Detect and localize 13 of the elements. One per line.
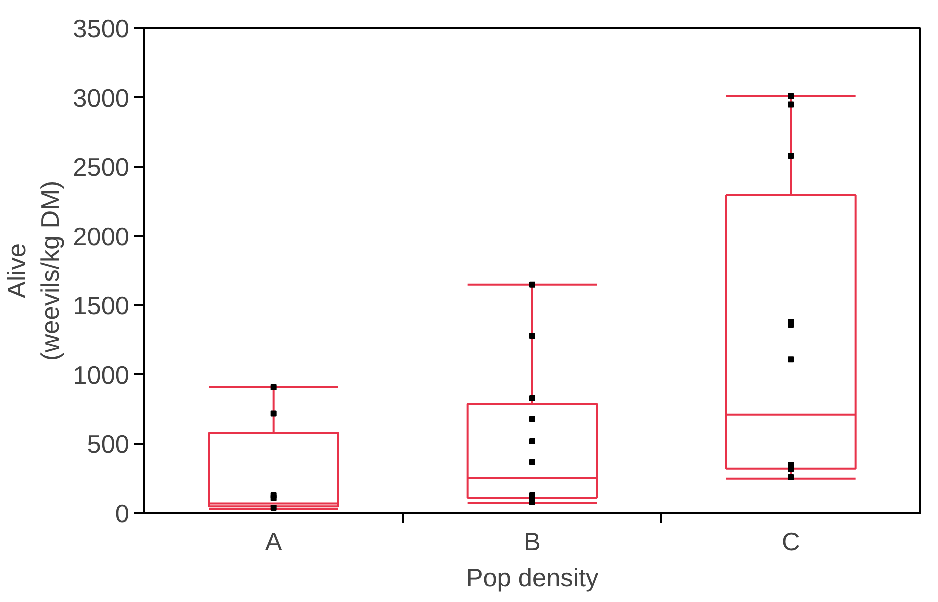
x-axis-title: Pop density	[466, 564, 600, 592]
y-tick-label: 3000	[73, 84, 130, 113]
y-tick-label: 2500	[73, 154, 130, 182]
y-tick-label: 0	[115, 500, 130, 528]
y-tick-label: 3500	[73, 16, 130, 44]
y-tick-label: 1000	[73, 362, 130, 390]
y-tick-label: 500	[87, 431, 130, 460]
x-tick-label: A	[265, 528, 282, 556]
x-tick-label: C	[782, 528, 800, 556]
y-tick-label: 2000	[73, 223, 130, 252]
y-axis-title: Alive (weevils/kg DM)	[4, 180, 66, 362]
y-tick-label: 1500	[73, 292, 130, 321]
x-tick-label: B	[524, 528, 541, 556]
